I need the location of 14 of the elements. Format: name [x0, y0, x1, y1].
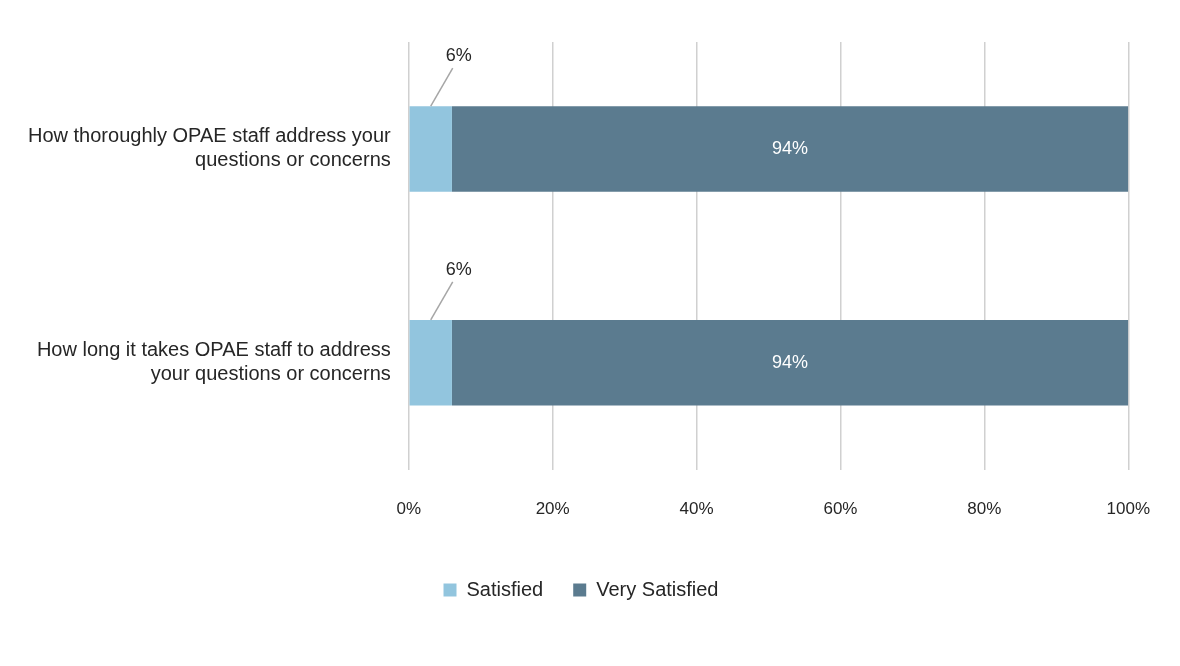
x-tick-label: 40%: [679, 499, 714, 519]
x-tick-label: 100%: [1106, 499, 1150, 519]
y-tick-label: How long it takes OPAE staff to address your questions or concerns: [36, 338, 391, 385]
x-tick-label: 60%: [823, 499, 858, 519]
x-tick-label: 20%: [535, 499, 570, 519]
legend-label: Very Satisfied: [596, 577, 719, 600]
x-tick-label: 80%: [967, 499, 1002, 519]
legend-label: Satisfied: [466, 577, 544, 600]
y-tick-label: How thoroughly OPAE staff address your questions or concerns: [27, 124, 392, 171]
data-label: 6%: [445, 45, 472, 66]
data-label: 6%: [445, 258, 472, 279]
x-tick-label: 0%: [396, 499, 422, 519]
data-label: 94%: [772, 351, 809, 372]
data-label: 94%: [772, 137, 809, 158]
